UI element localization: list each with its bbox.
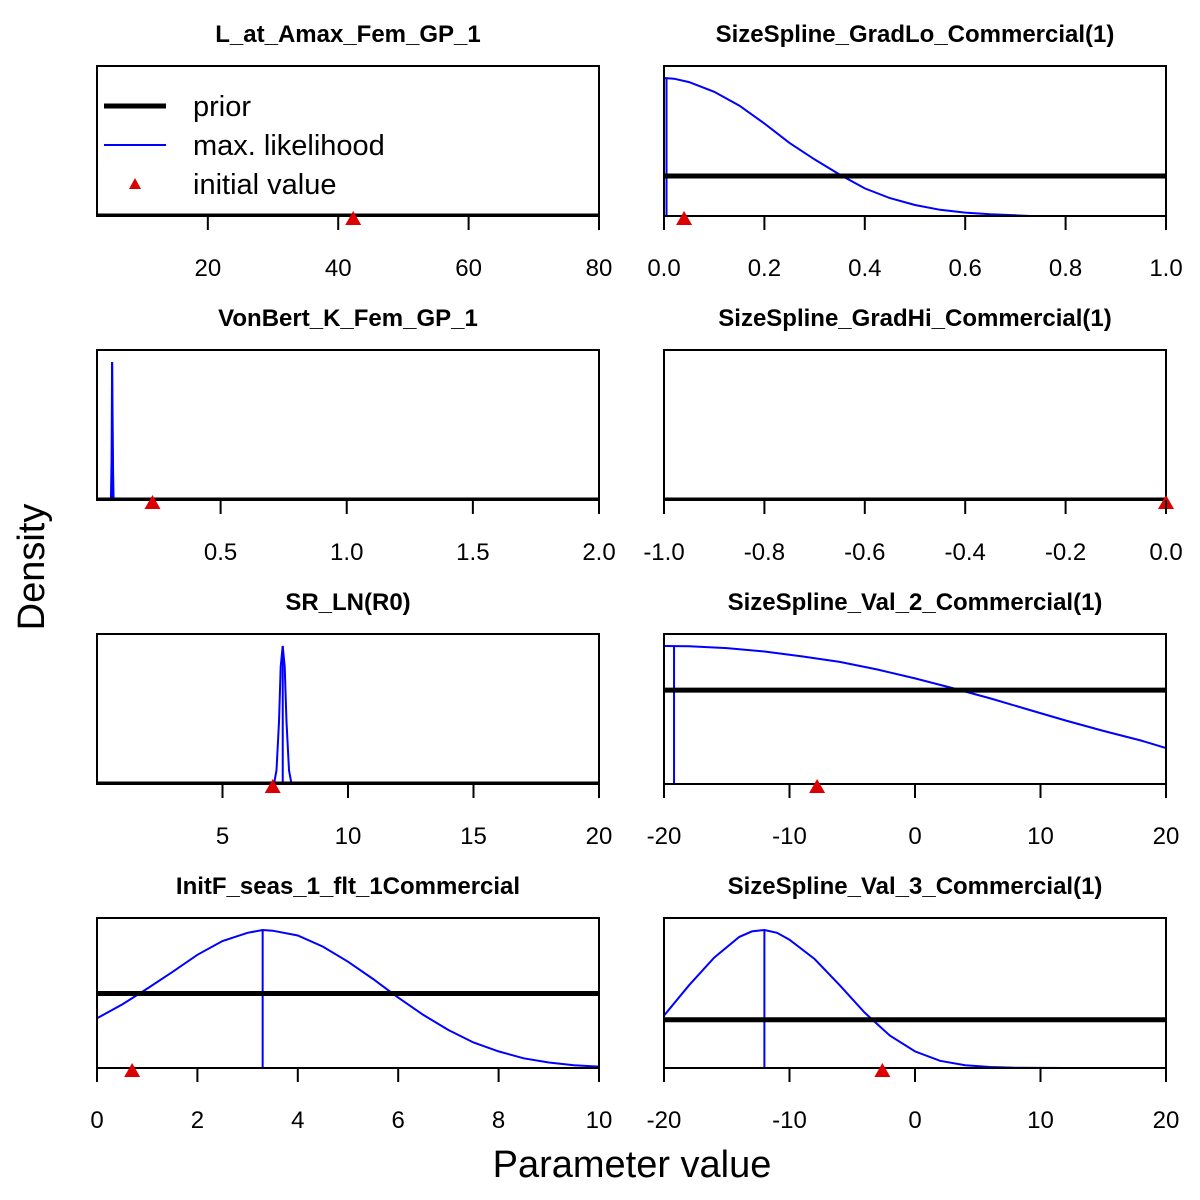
x-tick-label: 0.0	[647, 255, 680, 282]
panel-title: SizeSpline_Val_2_Commercial(1)	[728, 589, 1103, 616]
panel-frame	[96, 65, 600, 217]
panel-title: SizeSpline_GradHi_Commercial(1)	[718, 305, 1111, 332]
initial-value-marker	[874, 1063, 891, 1077]
x-tick-label: 2.0	[582, 539, 615, 566]
mle-curve	[664, 928, 1066, 1068]
x-tick-label: 0.5	[204, 539, 237, 566]
x-tick-label: 0.2	[748, 255, 781, 282]
panel-data	[97, 645, 599, 784]
panel-title: SizeSpline_Val_3_Commercial(1)	[728, 873, 1103, 900]
panel-title: L_at_Amax_Fem_GP_1	[215, 21, 480, 48]
panel-3: VonBert_K_Fem_GP_1 0.5 1.0 1.5 2.0	[96, 305, 616, 566]
panel-frame	[96, 917, 600, 1069]
legend-label: max. likelihood	[193, 130, 385, 162]
panel-5: SR_LN(R0) 5 10 15 20	[96, 589, 613, 850]
panel-frame	[96, 633, 600, 785]
x-tick-label: 1.0	[330, 539, 363, 566]
x-tick-label: -20	[647, 823, 682, 850]
initial-value-marker	[144, 495, 161, 509]
panel-2: SizeSpline_GradLo_Commercial(1) 0.0 0.2 0.4…	[647, 21, 1182, 282]
initial-value-marker	[676, 211, 693, 225]
x-tick-label: 0.0	[1149, 539, 1182, 566]
panel-data	[664, 645, 1166, 784]
panel-frame	[663, 65, 1167, 217]
x-tick-label: 0.6	[949, 255, 982, 282]
x-tick-label: 0	[908, 1107, 921, 1134]
legend-initial-symbol	[129, 178, 141, 189]
x-tick-label: 20	[1153, 1107, 1180, 1134]
x-tick-label: 0.4	[848, 255, 881, 282]
x-tick-label: 1.0	[1149, 255, 1182, 282]
x-tick-label: -0.8	[744, 539, 785, 566]
x-tick-label: 40	[325, 255, 352, 282]
panels-group: L_at_Amax_Fem_GP_120 40 60 80SizeSpline_Gra…	[90, 21, 1182, 1134]
mle-curve	[97, 928, 599, 1068]
x-tick-label: 4	[291, 1107, 304, 1134]
legend: prior max. likelihood initial value	[104, 91, 385, 201]
panel-title: InitF_seas_1_flt_1Commercial	[176, 873, 520, 900]
x-tick-label: 20	[1153, 823, 1180, 850]
panel-frame	[96, 349, 600, 501]
x-tick-label: 80	[586, 255, 613, 282]
x-tick-label: -10	[772, 823, 807, 850]
x-axis-title: Parameter value	[493, 1144, 772, 1186]
x-tick-label: 60	[455, 255, 482, 282]
x-tick-label: 5	[216, 823, 229, 850]
initial-value-marker	[345, 211, 362, 225]
panel-data	[97, 928, 599, 1068]
x-tick-label: 10	[1027, 823, 1054, 850]
x-tick-label: -0.4	[945, 539, 986, 566]
x-tick-label: -10	[772, 1107, 807, 1134]
x-tick-label: 0.8	[1049, 255, 1082, 282]
x-tick-label: -0.2	[1045, 539, 1086, 566]
x-tick-label: -0.6	[844, 539, 885, 566]
panel-frame	[663, 349, 1167, 501]
x-tick-label: 0	[90, 1107, 103, 1134]
x-tick-label: 10	[586, 1107, 613, 1134]
x-tick-label: 8	[492, 1107, 505, 1134]
x-tick-label: 20	[586, 823, 613, 850]
panel-title: VonBert_K_Fem_GP_1	[218, 305, 478, 332]
x-tick-label: 10	[1027, 1107, 1054, 1134]
panel-7: InitF_seas_1_flt_1Commercial 0 2 4 6 8 10	[90, 873, 612, 1134]
initial-value-marker	[124, 1063, 141, 1077]
x-tick-label: 6	[392, 1107, 405, 1134]
panel-title: SR_LN(R0)	[285, 589, 410, 616]
panel-8: SizeSpline_Val_3_Commercial(1) -20 -10 0 10 2…	[647, 873, 1180, 1134]
panel-6: SizeSpline_Val_2_Commercial(1) -20 -10 0 10 2…	[647, 589, 1180, 850]
x-tick-label: -1.0	[643, 539, 684, 566]
panel-data	[664, 77, 1166, 216]
panel-frame	[663, 917, 1167, 1069]
panel-data	[664, 928, 1166, 1068]
panel-1: L_at_Amax_Fem_GP_1 20 40 60 80	[96, 21, 613, 282]
panel-frame	[663, 633, 1167, 785]
x-tick-label: -20	[647, 1107, 682, 1134]
panel-data	[97, 361, 599, 500]
x-tick-label: 0	[908, 823, 921, 850]
mle-curve	[664, 645, 1166, 750]
x-tick-label: 1.5	[456, 539, 489, 566]
initial-value-marker	[264, 779, 281, 793]
mle-curve	[664, 77, 1031, 216]
y-axis-title: Density	[11, 504, 53, 631]
legend-label: initial value	[193, 169, 336, 201]
panel-title: SizeSpline_GradLo_Commercial(1)	[716, 21, 1115, 48]
x-tick-label: 2	[191, 1107, 204, 1134]
legend-label: prior	[193, 91, 251, 123]
panel-4: SizeSpline_GradHi_Commercial(1) -1.0 -0.8 -…	[643, 305, 1182, 566]
x-tick-label: 10	[335, 823, 362, 850]
x-tick-label: 15	[460, 823, 487, 850]
x-tick-label: 20	[194, 255, 221, 282]
initial-value-marker	[809, 779, 826, 793]
